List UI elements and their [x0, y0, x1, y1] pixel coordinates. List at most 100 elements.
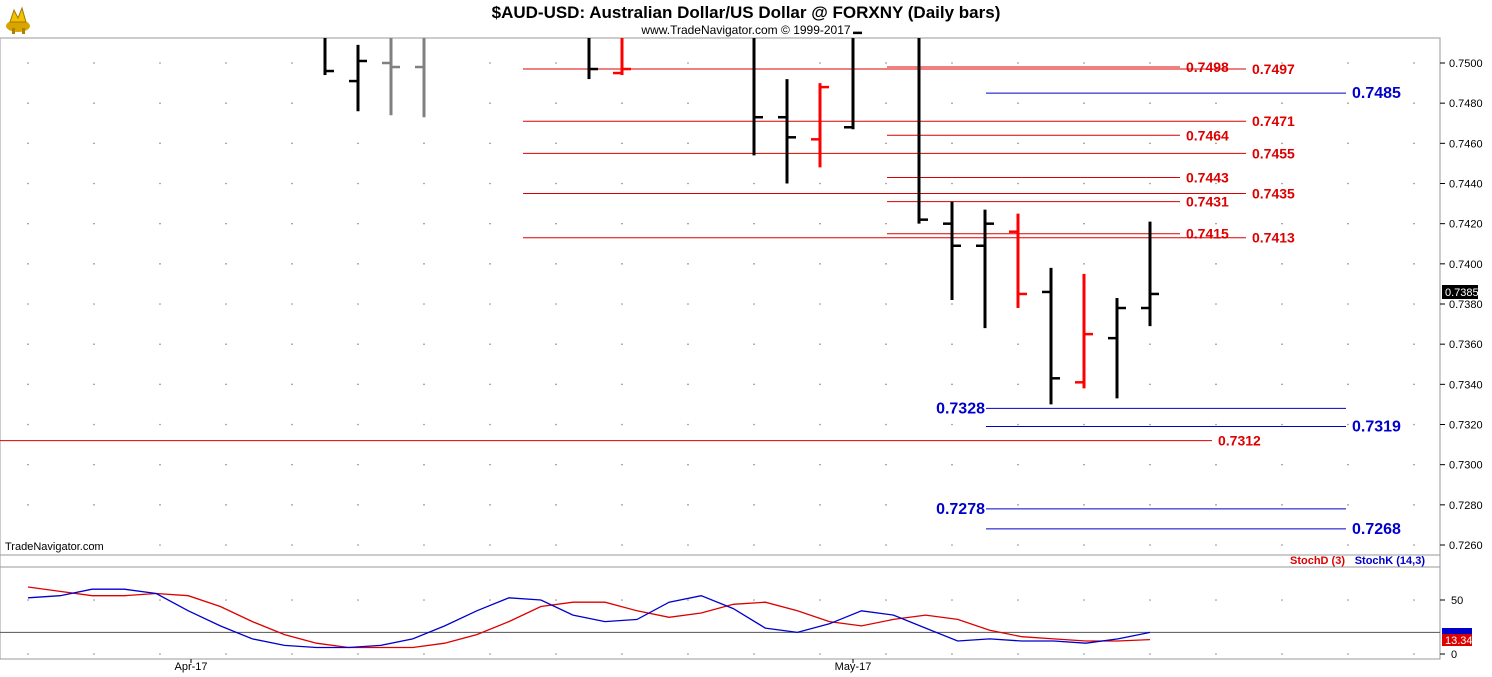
ohlc-bar: [778, 79, 796, 184]
grid-dot: [159, 303, 161, 305]
grid-dot: [1413, 303, 1415, 305]
ohlc-bar: [752, 38, 763, 156]
grid-dot: [159, 222, 161, 225]
watermark-label: TradeNavigator.com: [5, 541, 104, 553]
ohlc-bar: [415, 38, 426, 118]
grid-dot: [291, 423, 293, 426]
level-label-0.7443: 0.7443: [1186, 169, 1229, 185]
grid-dot: [423, 182, 425, 185]
grid-dot: [1281, 544, 1283, 546]
stoch-last-bg-blue: [1442, 628, 1472, 634]
grid-dot: [357, 222, 359, 225]
ohlc-bar: [613, 38, 631, 76]
grid-dot: [225, 102, 227, 104]
grid-dot: [423, 653, 425, 655]
grid-dot: [159, 599, 161, 601]
grid-dot: [621, 463, 623, 466]
grid-dot: [1413, 62, 1415, 64]
ohlc-bar: [943, 201, 961, 300]
grid-dot: [291, 504, 293, 506]
grid-dot: [291, 303, 293, 305]
ohlc-bar: [587, 38, 598, 80]
grid-dot: [753, 599, 755, 601]
stochastic-panel-frame: [0, 566, 1441, 660]
grid-dot: [93, 263, 95, 265]
grid-dot: [1281, 383, 1283, 386]
grid-dot: [555, 102, 557, 104]
grid-dot: [1149, 653, 1151, 655]
chart-title: $AUD-USD: Australian Dollar/US Dollar @ …: [492, 3, 1001, 22]
grid-dot: [951, 62, 953, 64]
grid-dot: [753, 504, 755, 506]
grid-dot: [687, 263, 689, 265]
level-label-0.7431: 0.7431: [1186, 194, 1229, 210]
grid-dot: [93, 504, 95, 506]
grid-dot: [357, 303, 359, 305]
grid-dot: [1347, 383, 1349, 386]
level-label-0.7319: 0.7319: [1352, 419, 1401, 436]
ohlc-bar: [349, 44, 367, 112]
grid-dot: [1347, 102, 1349, 104]
grid-dot: [357, 463, 359, 466]
grid-dot: [753, 544, 755, 546]
grid-dot: [555, 303, 557, 305]
grid-dot: [621, 303, 623, 305]
grid-dot: [687, 504, 689, 506]
grid-dot: [1281, 343, 1283, 345]
grid-dot: [753, 423, 755, 426]
grid-dot: [819, 62, 821, 64]
grid-dot: [1149, 599, 1151, 601]
grid-dot: [1017, 383, 1019, 386]
grid-dot: [423, 343, 425, 345]
grid-dot: [1149, 383, 1151, 386]
grid-dot: [357, 383, 359, 386]
grid-dot: [1281, 263, 1283, 265]
grid-dot: [1413, 504, 1415, 506]
grid-dot: [621, 383, 623, 386]
stoch-k-line: [27, 588, 1151, 649]
grid-dot: [1149, 544, 1151, 546]
stoch-last-bg: [1442, 634, 1472, 646]
grid-dot: [555, 263, 557, 265]
grid-dot: [357, 599, 359, 601]
stoch-k-legend: StochK (14,3): [1355, 555, 1426, 567]
grid-dot: [621, 102, 623, 104]
grid-dot: [291, 263, 293, 265]
level-label-0.7471: 0.7471: [1252, 113, 1295, 129]
grid-dot: [1215, 463, 1217, 466]
grid-dot: [423, 142, 425, 145]
grid-dot: [1017, 423, 1019, 426]
grid-dot: [621, 423, 623, 426]
grid-dot: [819, 423, 821, 426]
grid-dot: [621, 653, 623, 655]
grid-dot: [1215, 343, 1217, 345]
grid-dot: [93, 182, 95, 185]
grid-dot: [159, 182, 161, 185]
grid-dot: [27, 182, 29, 185]
grid-dot: [1149, 142, 1151, 145]
stochastic-panel: 50 0 13.34: [0, 566, 1473, 661]
grid-dot: [753, 222, 755, 225]
grid-dot: [159, 343, 161, 345]
grid-dot: [1017, 463, 1019, 466]
grid-dot: [27, 504, 29, 506]
grid-dot: [1215, 599, 1217, 601]
level-label-0.7413: 0.7413: [1252, 230, 1295, 246]
grid-dot: [93, 423, 95, 426]
grid-dot: [93, 102, 95, 104]
grid-dot: [93, 383, 95, 386]
grid-dot: [951, 423, 953, 426]
grid-dot: [1083, 102, 1085, 104]
grid-dot: [951, 383, 953, 386]
grid-dot: [885, 504, 887, 506]
grid-dot: [555, 599, 557, 601]
grid-dot: [885, 544, 887, 546]
grid-dot: [885, 222, 887, 225]
grid-dot: [1149, 423, 1151, 426]
grid-dot: [819, 544, 821, 546]
grid-dot: [555, 62, 557, 64]
grid-dot: [1083, 653, 1085, 655]
grid-dot: [555, 653, 557, 655]
grid-dot: [489, 653, 491, 655]
